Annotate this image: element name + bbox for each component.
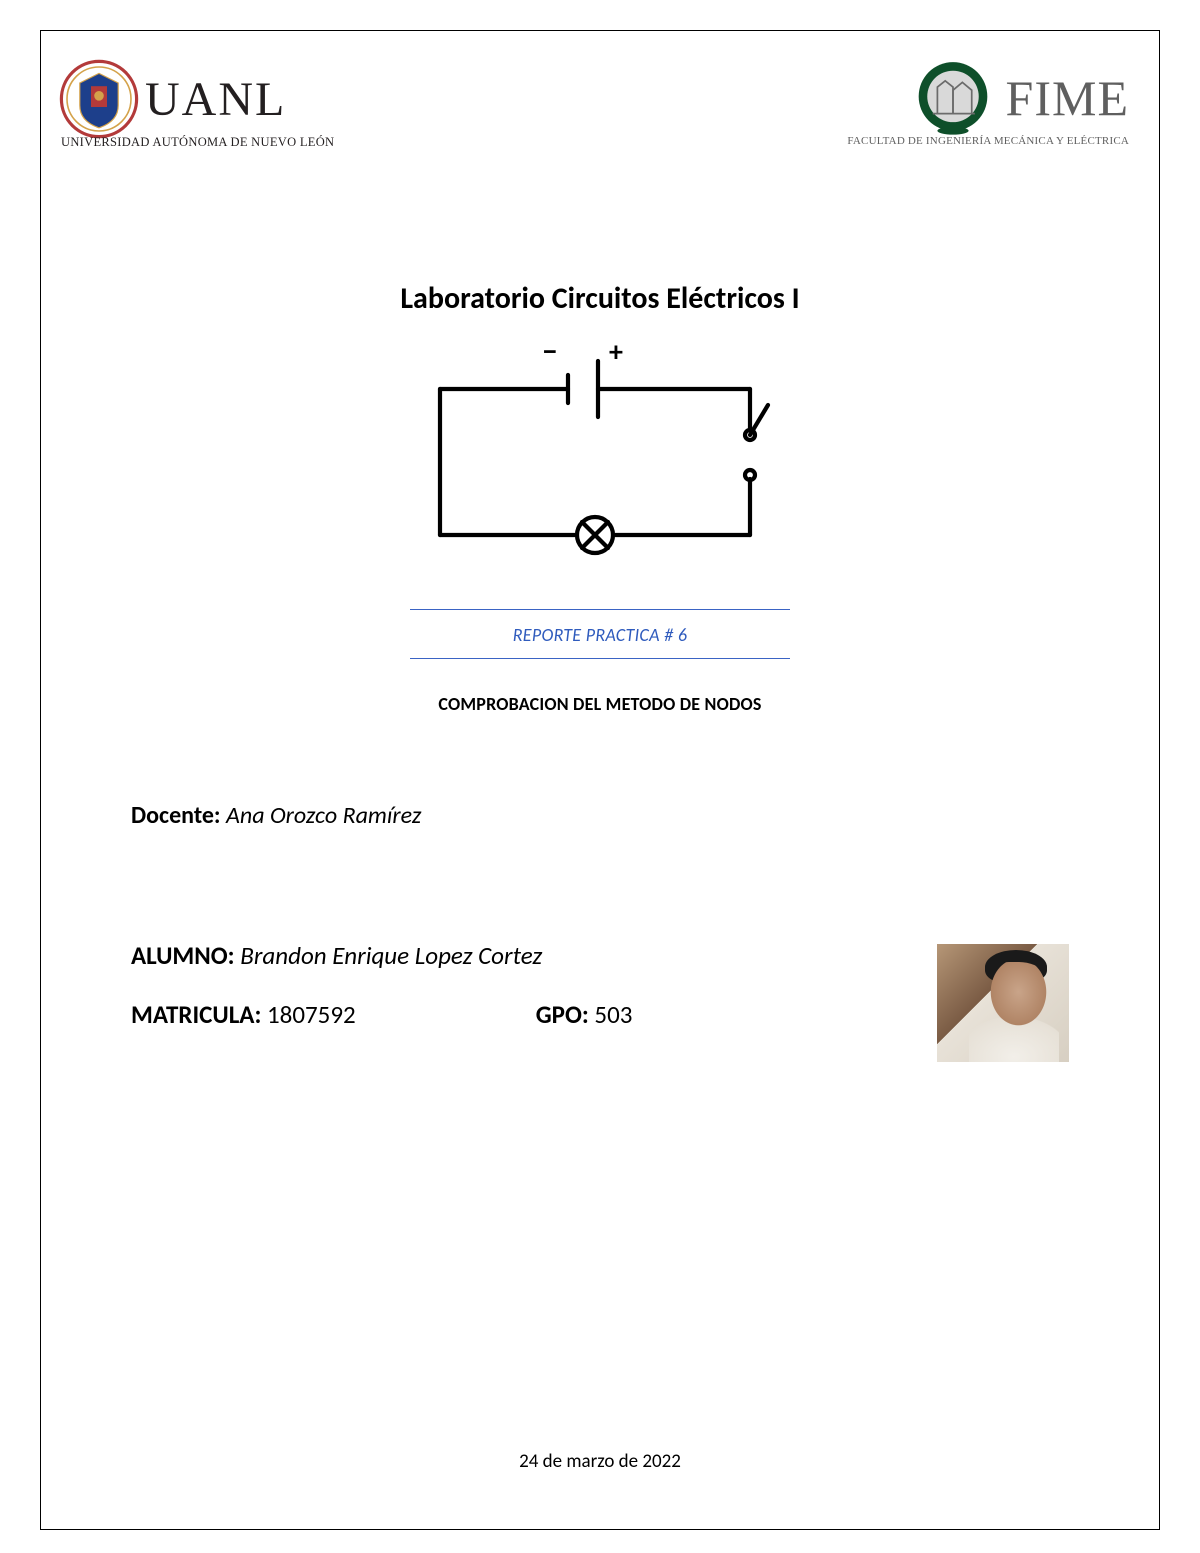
footer-date: 24 de marzo de 2022 xyxy=(41,1450,1159,1473)
uanl-subtitle: UNIVERSIDAD AUTÓNOMA DE NUEVO LEÓN xyxy=(61,135,334,150)
fime-subtitle: FACULTAD DE INGENIERÍA MECÁNICA Y ELÉCTR… xyxy=(847,135,1129,147)
uanl-wordmark: UANL xyxy=(145,72,286,127)
practice-subtitle: COMPROBACION DEL METODO DE NODOS xyxy=(41,693,1159,715)
uanl-top: UANL xyxy=(59,59,286,139)
uanl-block: UANL UNIVERSIDAD AUTÓNOMA DE NUEVO LEÓN xyxy=(59,59,334,150)
svg-text:+: + xyxy=(609,335,623,369)
report-label-box: REPORTE PRACTICA # 6 xyxy=(410,609,790,659)
gpo-label: GPO: xyxy=(536,999,589,1030)
fime-seal-icon xyxy=(914,59,992,137)
uanl-seal-icon xyxy=(59,59,139,139)
gpo-line: GPO: 503 xyxy=(536,999,633,1030)
document-page: UANL UNIVERSIDAD AUTÓNOMA DE NUEVO LEÓN xyxy=(40,30,1160,1530)
matricula-label: MATRICULA: xyxy=(131,999,261,1030)
alumno-label: ALUMNO: xyxy=(131,940,235,971)
student-left: ALUMNO: Brandon Enrique Lopez Cortez MAT… xyxy=(131,940,937,1030)
course-title: Laboratorio Circuitos Eléctricos I xyxy=(41,280,1159,317)
alumno-line: ALUMNO: Brandon Enrique Lopez Cortez xyxy=(131,940,937,971)
header: UANL UNIVERSIDAD AUTÓNOMA DE NUEVO LEÓN xyxy=(41,31,1159,150)
matricula-line: MATRICULA: 1807592 xyxy=(131,999,356,1030)
alumno-value: Brandon Enrique Lopez Cortez xyxy=(240,940,542,971)
student-row: ALUMNO: Brandon Enrique Lopez Cortez MAT… xyxy=(131,940,1069,1062)
fime-wordmark: FIME xyxy=(1006,69,1129,127)
fime-block: FIME FACULTAD DE INGENIERÍA MECÁNICA Y E… xyxy=(847,59,1129,147)
info-block: Docente: Ana Orozco Ramírez ALUMNO: Bran… xyxy=(41,801,1159,1062)
matricula-gpo-row: MATRICULA: 1807592 GPO: 503 xyxy=(131,999,937,1030)
docente-line: Docente: Ana Orozco Ramírez xyxy=(131,801,1069,830)
svg-text:−: − xyxy=(543,335,558,370)
docente-value: Ana Orozco Ramírez xyxy=(226,801,421,830)
student-photo xyxy=(937,944,1069,1062)
report-label: REPORTE PRACTICA # 6 xyxy=(513,624,688,646)
docente-label: Docente: xyxy=(131,801,221,830)
gpo-value: 503 xyxy=(594,999,632,1030)
fime-top: FIME xyxy=(914,59,1129,137)
circuit-diagram: − + xyxy=(41,335,1159,567)
matricula-value: 1807592 xyxy=(267,999,356,1030)
